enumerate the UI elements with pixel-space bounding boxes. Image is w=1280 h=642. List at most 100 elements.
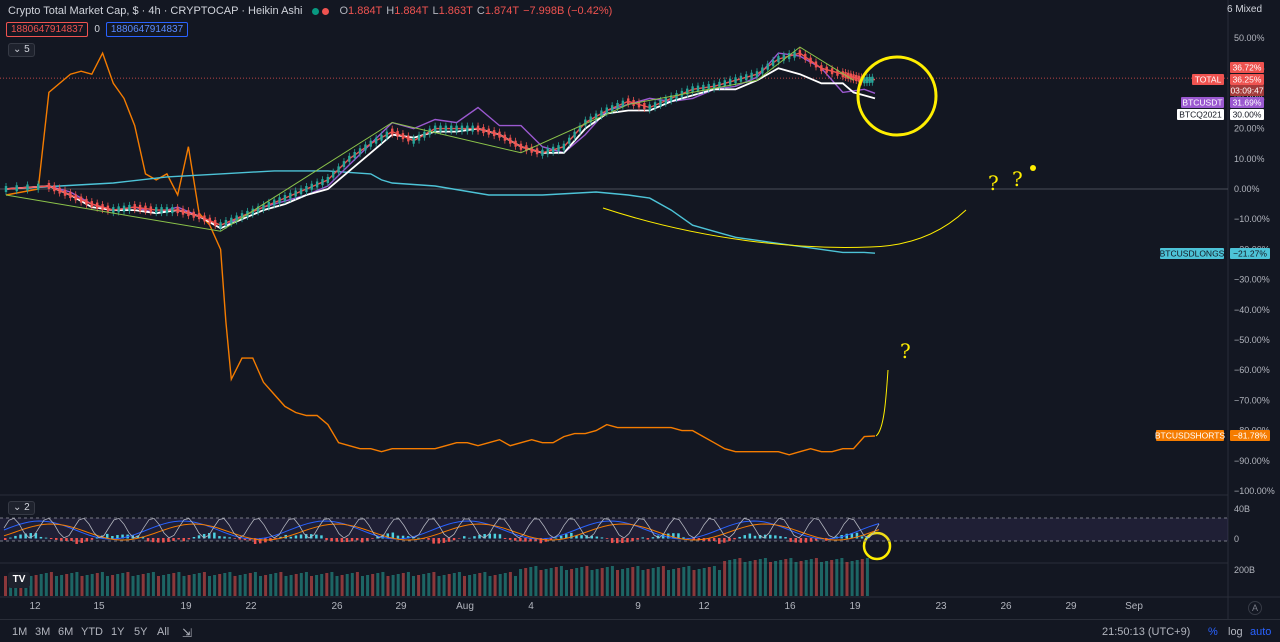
price-tag-btcusdt: 31.69% bbox=[1233, 98, 1262, 108]
osc-histogram-bar bbox=[641, 537, 644, 539]
osc-histogram-bar bbox=[565, 534, 568, 539]
candle-body bbox=[133, 204, 136, 211]
timeframe-ytd[interactable]: YTD bbox=[81, 626, 103, 638]
osc-histogram-bar bbox=[539, 538, 542, 544]
candle-body bbox=[863, 77, 866, 84]
volume-bar bbox=[860, 559, 864, 596]
candle-body bbox=[310, 183, 313, 190]
log-toggle[interactable]: log bbox=[1228, 626, 1243, 638]
osc-histogram-bar bbox=[304, 534, 308, 539]
osc-histogram-bar bbox=[259, 538, 262, 544]
volume-bar bbox=[401, 573, 405, 596]
osc-histogram-bar bbox=[85, 538, 89, 542]
volume-bar bbox=[197, 573, 201, 596]
candle-body bbox=[450, 125, 453, 132]
candle-body bbox=[855, 75, 858, 82]
osc-histogram-bar bbox=[626, 538, 629, 543]
timeframe-all[interactable]: All bbox=[157, 626, 170, 638]
candle-body bbox=[267, 201, 271, 208]
osc-histogram-bar bbox=[325, 538, 328, 541]
candle-body bbox=[557, 145, 560, 152]
candle-body bbox=[412, 137, 415, 144]
candle-body bbox=[138, 204, 142, 211]
scale-mode-label[interactable]: 6 Mixed bbox=[1226, 4, 1262, 15]
volume-bar bbox=[391, 575, 395, 596]
price-tag-shorts-name: BTCUSDSHORTS bbox=[1155, 431, 1226, 441]
osc-histogram-bar bbox=[243, 538, 247, 541]
candle-body bbox=[621, 100, 625, 107]
osc-histogram-bar bbox=[447, 538, 451, 542]
osc-histogram-bar bbox=[672, 533, 675, 539]
candle-body bbox=[85, 198, 88, 205]
date-range-icon[interactable]: ⇲ bbox=[182, 626, 193, 640]
percent-toggle[interactable]: % bbox=[1208, 626, 1218, 638]
candle-body bbox=[53, 185, 56, 192]
auto-scale-button[interactable]: A bbox=[1248, 601, 1262, 615]
y-tick-label: 10.00% bbox=[1234, 154, 1265, 164]
osc-histogram-bar bbox=[718, 538, 721, 544]
osc-histogram-bar bbox=[651, 537, 655, 539]
candle-body bbox=[289, 192, 292, 199]
volume-bar bbox=[616, 570, 619, 596]
osc-histogram-bar bbox=[279, 536, 282, 539]
volume-bar bbox=[835, 559, 839, 596]
osc-histogram-bar bbox=[213, 532, 216, 539]
volume-bar bbox=[774, 561, 778, 596]
candle-body bbox=[171, 207, 174, 214]
volume-bar bbox=[687, 566, 691, 596]
osc-histogram-bar bbox=[575, 535, 578, 539]
volume-bar bbox=[192, 574, 196, 596]
volume-bar bbox=[381, 572, 385, 596]
candle-body bbox=[305, 186, 308, 192]
candle-body bbox=[187, 210, 190, 217]
pane-collapse-button[interactable]: ⌄ 5 bbox=[8, 43, 35, 57]
volume-bar bbox=[508, 572, 512, 596]
osc-histogram-bar bbox=[401, 535, 405, 539]
timeframe-1y[interactable]: 1Y bbox=[111, 626, 125, 638]
yellow-stroke bbox=[875, 369, 889, 437]
candle-body bbox=[79, 196, 83, 203]
status-dots bbox=[312, 7, 330, 15]
volume-bar bbox=[820, 562, 823, 596]
osc-histogram-bar bbox=[366, 538, 369, 541]
price-tag-btcq2021: 30.00% bbox=[1233, 110, 1262, 120]
candle-body bbox=[868, 76, 871, 83]
candle-body bbox=[471, 125, 474, 132]
timeframe-6m[interactable]: 6M bbox=[58, 626, 74, 638]
timeframe-1m[interactable]: 1M bbox=[12, 626, 28, 638]
candle-body bbox=[299, 188, 303, 195]
osc-histogram-bar bbox=[845, 533, 848, 539]
volume-bar bbox=[702, 568, 706, 596]
candle-body bbox=[256, 206, 260, 213]
volume-bar bbox=[80, 576, 84, 596]
volume-bar bbox=[29, 576, 33, 596]
indicator-values: 1880647914837 0 1880647914837 bbox=[6, 22, 189, 37]
candle-body bbox=[723, 80, 727, 87]
clock-time[interactable]: 21:50:13 (UTC+9) bbox=[1102, 626, 1191, 638]
candle-body bbox=[208, 217, 212, 224]
x-tick-label: 9 bbox=[635, 601, 641, 612]
price-tag-shorts-bg bbox=[1230, 430, 1270, 441]
symbol-title[interactable]: Crypto Total Market Cap, $ · 4h · CRYPTO… bbox=[8, 5, 303, 17]
osc-line-blue bbox=[3, 520, 880, 540]
volume-bar bbox=[544, 569, 548, 596]
volume-bar bbox=[728, 560, 732, 596]
candle-body bbox=[871, 76, 874, 83]
osc-histogram-bar bbox=[452, 538, 456, 541]
osc-tick-label: 40B bbox=[1234, 504, 1250, 514]
timeframe-5y[interactable]: 5Y bbox=[134, 626, 148, 638]
volume-bar bbox=[417, 575, 421, 596]
candle-body bbox=[36, 183, 40, 190]
ohlc-value: −7.998B (−0.42%) bbox=[523, 5, 613, 17]
oscillator-collapse-button[interactable]: ⌄ 2 bbox=[8, 501, 35, 515]
candle-body bbox=[69, 192, 72, 199]
auto-toggle[interactable]: auto bbox=[1250, 626, 1272, 638]
volume-bar bbox=[248, 573, 252, 596]
timeframe-3m[interactable]: 3M bbox=[35, 626, 51, 638]
osc-histogram-bar bbox=[677, 533, 680, 539]
osc-histogram-bar bbox=[697, 538, 701, 541]
volume-bar bbox=[4, 576, 7, 596]
countdown-tag: 03:09:47 bbox=[1230, 86, 1263, 96]
x-tick-label: 15 bbox=[93, 601, 105, 612]
